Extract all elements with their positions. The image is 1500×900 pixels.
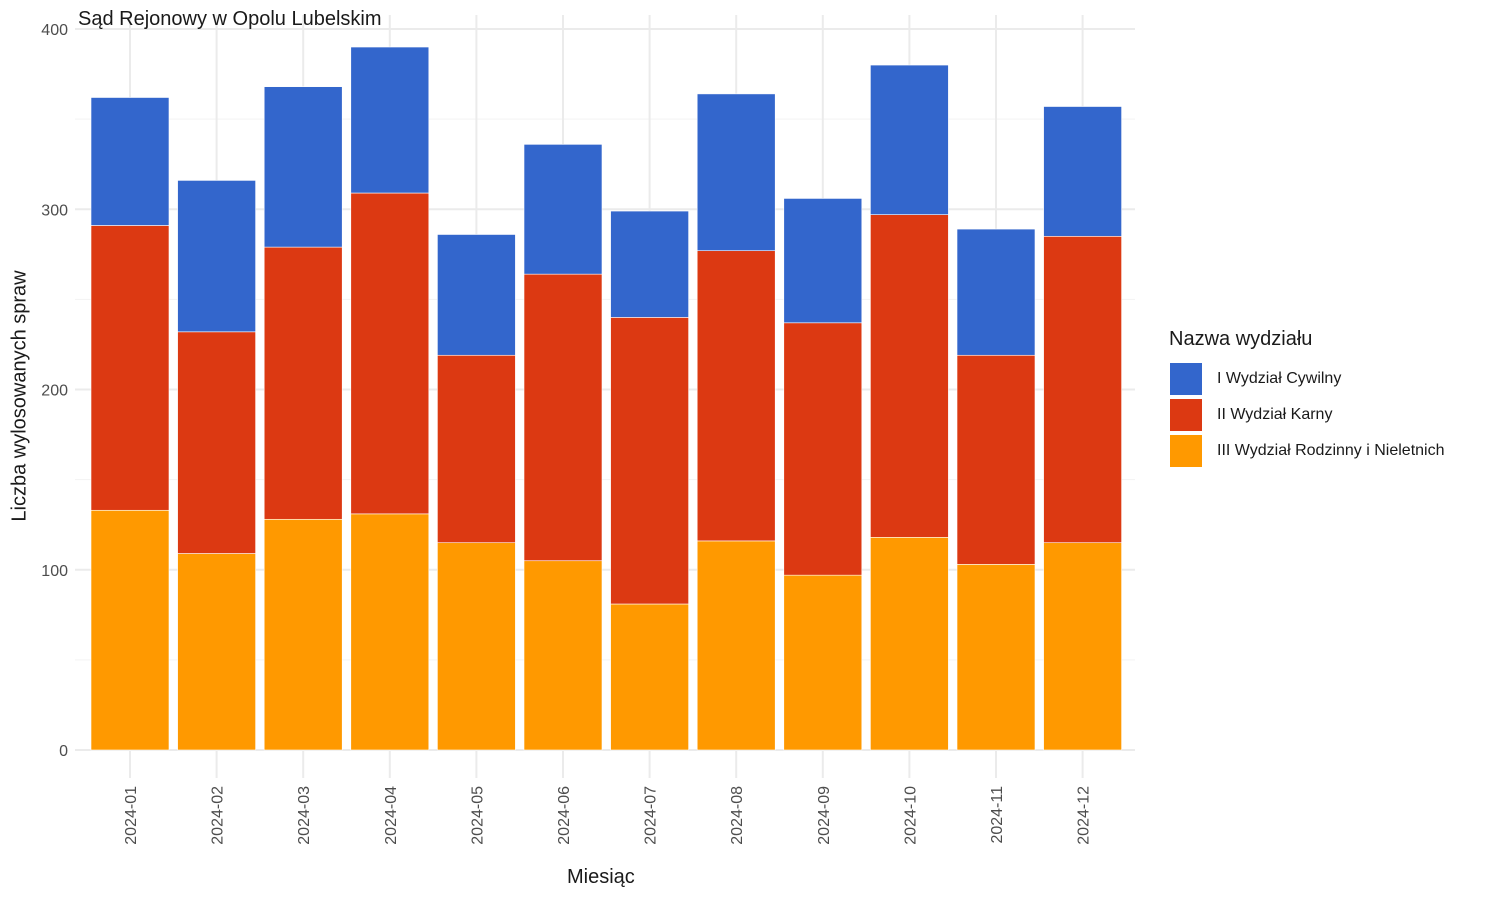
bar-segment — [696, 540, 776, 751]
bar-segment — [1043, 542, 1122, 751]
y-axis-ticks: 0 100 200 300 400 — [41, 22, 68, 760]
x-tick-label: 2024-05 — [469, 786, 486, 845]
bar-segment — [1043, 106, 1122, 237]
bar-segment — [263, 518, 343, 751]
x-tick-label: 2024-12 — [1076, 786, 1093, 845]
bar-segment — [177, 331, 256, 554]
bar-segment — [177, 553, 256, 751]
legend-label: II Wydział Karny — [1217, 406, 1333, 423]
bar-segment — [870, 64, 949, 215]
bar-segment — [437, 354, 516, 544]
x-axis-ticks: 2024-01 2024-02 2024-03 2024-04 2024-05 2024-… — [123, 786, 1093, 845]
bar-segment — [783, 574, 863, 751]
bar-segment — [350, 513, 430, 751]
legend-label: III Wydział Rodzinny i Nieletnich — [1217, 442, 1445, 459]
x-tick-label: 2024-07 — [643, 786, 660, 845]
x-tick-label: 2024-04 — [383, 786, 400, 845]
bar-segment — [523, 144, 603, 275]
legend-label: I Wydział Cywilny — [1217, 370, 1342, 387]
bar-segment — [350, 192, 430, 515]
bar-segment — [783, 198, 863, 324]
bar-segment — [437, 542, 516, 751]
x-tick-label: 2024-01 — [123, 786, 140, 845]
y-tick-label: 200 — [41, 383, 68, 400]
y-axis-title: Liczba wylosowanych spraw — [8, 270, 31, 522]
legend-title: Nazwa wydziału — [1169, 328, 1313, 350]
x-tick-label: 2024-11 — [989, 786, 1006, 844]
legend-item: II Wydział Karny — [1169, 397, 1445, 433]
bar-segment — [870, 214, 949, 538]
y-tick-label: 0 — [59, 743, 68, 760]
legend-key — [1169, 398, 1203, 432]
chart-title: Sąd Rejonowy w Opolu Lubelskim — [78, 8, 382, 30]
bar-segment — [956, 228, 1036, 356]
bar-segment — [263, 246, 343, 520]
bar-segment — [783, 322, 863, 576]
bar-segment — [523, 560, 603, 751]
bar-segment — [610, 317, 689, 605]
bar-segment — [90, 509, 170, 751]
bar-segment — [696, 250, 776, 542]
bar-segment — [90, 97, 170, 226]
x-tick-label: 2024-03 — [296, 786, 313, 845]
legend-item: III Wydział Rodzinny i Nieletnich — [1169, 433, 1445, 469]
bar-segment — [956, 354, 1036, 565]
bar-segment — [870, 537, 949, 751]
bar-segment — [610, 603, 689, 751]
y-tick-label: 100 — [41, 563, 68, 580]
bar-segment — [523, 273, 603, 562]
x-tick-label: 2024-02 — [210, 786, 227, 845]
x-tick-label: 2024-09 — [816, 786, 833, 845]
legend-key — [1169, 434, 1203, 468]
bar-segment — [350, 46, 430, 194]
y-tick-label: 400 — [41, 22, 68, 39]
bar-segment — [956, 564, 1036, 751]
bar-segment — [696, 93, 776, 252]
bar-segment — [610, 210, 689, 318]
legend-key — [1169, 362, 1203, 396]
bar-segment — [1043, 235, 1122, 544]
x-axis-title: Miesiąc — [567, 866, 635, 888]
bar-segment — [437, 234, 516, 356]
bar-segment — [177, 180, 256, 333]
bar-segment — [263, 86, 343, 248]
y-tick-label: 300 — [41, 202, 68, 219]
x-tick-label: 2024-06 — [556, 786, 573, 845]
legend-items: I Wydział Cywilny II Wydział Karny III Wyd… — [1169, 361, 1445, 469]
legend-item: I Wydział Cywilny — [1169, 361, 1445, 397]
legend: Nazwa wydziału I Wydział Cywilny II Wydzi… — [1169, 328, 1445, 469]
x-tick-label: 2024-08 — [729, 786, 746, 845]
x-tick-label: 2024-10 — [902, 786, 919, 845]
bars — [90, 46, 1122, 751]
bar-segment — [90, 225, 170, 511]
